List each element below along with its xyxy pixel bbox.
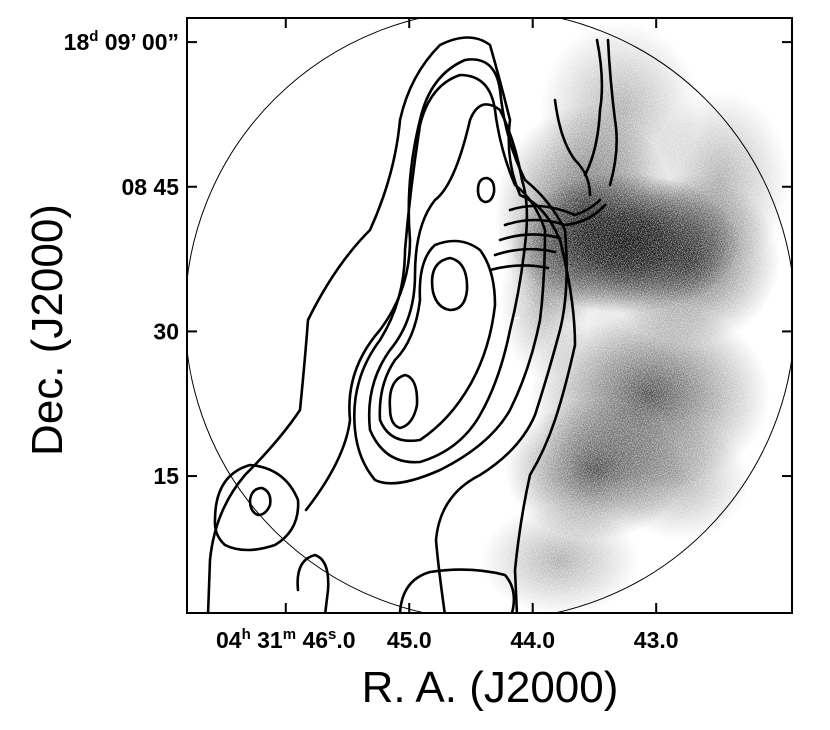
emission-greyscale bbox=[187, 18, 792, 613]
contour-north-stem-2 bbox=[606, 38, 618, 187]
x-tick-label: 04h 31m 46s.0 bbox=[216, 626, 356, 653]
contour-ridge-3 bbox=[498, 233, 562, 242]
contour-south-blob bbox=[296, 553, 330, 613]
y-tick-label: 15 bbox=[153, 463, 179, 489]
contour-peak-southwest-inner bbox=[248, 486, 272, 517]
contour-peak-southwest bbox=[213, 463, 300, 552]
x-ticks: 04h 31m 46s.0 45.0 44.0 43.0 bbox=[216, 18, 679, 653]
x-tick-label: 44.0 bbox=[510, 627, 555, 653]
contour-south-arc bbox=[398, 568, 516, 613]
contour-level-6b bbox=[388, 373, 419, 430]
contour-level-3 bbox=[353, 73, 547, 485]
contour-north-stem-1 bbox=[583, 38, 604, 177]
contour-lines bbox=[206, 36, 618, 613]
contour-level-4 bbox=[367, 103, 529, 464]
contour-peak-north bbox=[476, 176, 496, 204]
y-tick-label: 08 45 bbox=[121, 174, 179, 200]
x-axis-title: R. A. (J2000) bbox=[362, 663, 619, 712]
contour-north-stem-3 bbox=[553, 98, 592, 197]
x-tick-label: 43.0 bbox=[634, 627, 679, 653]
contour-level-1 bbox=[206, 36, 577, 613]
y-tick-label: 18d 09’ 00” bbox=[64, 28, 179, 55]
contour-ridge-2 bbox=[503, 203, 607, 227]
contour-ridge-1 bbox=[508, 198, 602, 217]
contour-ridge-5 bbox=[488, 264, 550, 272]
contour-ridge-4 bbox=[493, 247, 557, 257]
y-axis-title: Dec. (J2000) bbox=[23, 204, 72, 456]
contour-level-5 bbox=[378, 239, 497, 443]
y-tick-label: 30 bbox=[153, 318, 179, 344]
y-ticks: 18d 09’ 00” 08 45 30 15 bbox=[64, 28, 792, 489]
x-tick-label: 45.0 bbox=[387, 627, 432, 653]
contour-level-6 bbox=[430, 256, 469, 312]
plot-frame bbox=[186, 17, 793, 614]
